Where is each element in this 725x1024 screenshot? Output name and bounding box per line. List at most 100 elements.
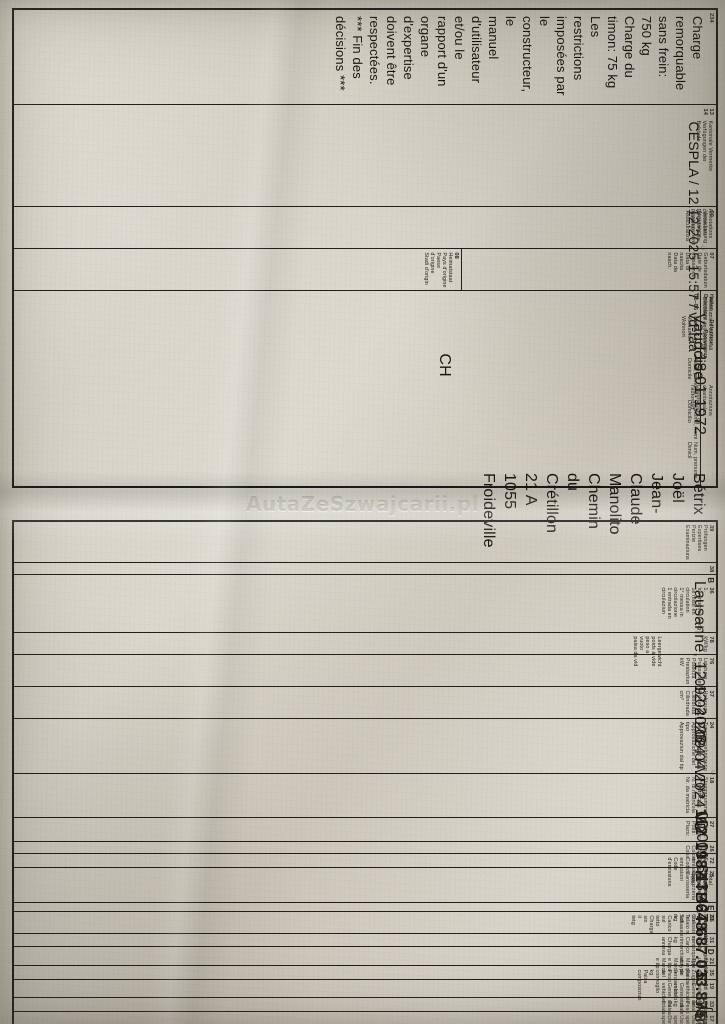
label-pruefungen: Prüfungen xyxy=(702,525,708,551)
field-number-21: 21 xyxy=(708,957,714,965)
cell-type-approval: 24 Typengenehmigung Réception par type A… xyxy=(13,718,717,1024)
label-farbe: Farbe xyxy=(702,845,708,861)
cell-first-registration: B 36 1. Inverkehrsetzung 1è mise en circ… xyxy=(13,574,717,1024)
label-possessur: Possessur xyxy=(702,329,708,358)
label-domicilio: Domicilio xyxy=(686,399,692,423)
label-cilindrata: Cilindrata xyxy=(690,690,696,715)
label-examinaziuns: Examinaziuns xyxy=(684,525,690,560)
label-expertises: Expertises . xyxy=(696,525,702,555)
label-colore: Colore xyxy=(690,845,696,862)
section-letter-D: D xyxy=(706,948,715,955)
label-peso-vuoto-78: peso a vuoto xyxy=(638,636,650,654)
cell-displacement: 37 Hubraum Cylindrée Cilindrata Cilindra… xyxy=(13,686,717,1001)
unit-cm3: cm³ xyxy=(678,690,684,700)
cell-insurance: 09 Versicherung Assurance Assicurazione … xyxy=(13,206,717,380)
label-posti: Posti: xyxy=(690,820,696,836)
label-diever-spezial: Diever spezial xyxy=(660,1015,672,1024)
label-colur: Colur xyxy=(684,845,690,859)
label-versicherung: Versicherung xyxy=(702,210,708,244)
label-n-matricola: N. di matricola xyxy=(690,776,696,813)
label-dimicil: Dimicil xyxy=(686,441,692,459)
field-number-76: 76 xyxy=(708,657,714,665)
label-fahrgestell-nr: Fahrgestell-Nr. xyxy=(696,914,708,944)
field-number-26: 26 xyxy=(708,845,714,852)
label-assicurazione: Assicurazione xyxy=(690,210,696,246)
cell-chassis: E 23 Fahrgestell-Nr. Châssis no Telaio n… xyxy=(13,902,717,947)
field-number-38: 38 xyxy=(708,565,714,573)
label-potenza: Potenza xyxy=(690,657,696,679)
label-usage-special: Usage spécial xyxy=(684,1015,696,1024)
label-leistung: Leistung xyxy=(702,657,708,680)
cell-power-weight-ratio: 78 kW/kg Leergewicht poids à vide peso a… xyxy=(13,632,717,937)
section-letter-B: B xyxy=(706,577,715,584)
label-approvazione-tipo: Approvazione del tipo xyxy=(684,721,696,766)
label-nom-prenoms: Nom, prénoms xyxy=(692,357,698,395)
label-entrada-circulaziun: 1 entrada en circulaziun xyxy=(660,587,672,619)
field-number-13-14: 13 14 xyxy=(702,108,714,115)
label-couleur: Couleur xyxy=(696,845,702,866)
label-data-nascita: Data di nascita xyxy=(678,252,690,271)
field-number-23: 23 xyxy=(708,914,714,921)
field-number-24: 24 xyxy=(708,721,714,729)
label-cognome-nomi: Cognome, nomi xyxy=(692,399,698,440)
label-carrozzeria: Carrozzeria xyxy=(690,871,696,901)
cell-power: 76 Leistung Puissance Potenza Prestaziun… xyxy=(13,654,717,968)
cell-birthdate: 07 Geburtsdatum Date de naissance Data d… xyxy=(461,249,716,435)
cell-colour: 26 Farbe Couleur Colore Colur blanc xyxy=(13,841,717,1024)
label-uso-speciale: Uso speciale xyxy=(672,1015,684,1024)
label-puissance: Puissance xyxy=(696,657,702,684)
label-pays-origine: Pays d'origine xyxy=(441,252,447,288)
unit-kw: kW xyxy=(678,657,684,666)
label-halter: Halter xyxy=(708,293,714,310)
field-number-234: 234 xyxy=(708,13,714,23)
label-name-vornamen: Name, Vornamen xyxy=(686,315,698,342)
label-gener-vehichel: Gener dal vehichel xyxy=(660,982,672,1008)
label-typengenehmigung: Typengenehmigung xyxy=(702,721,708,771)
label-dash2: – xyxy=(702,323,708,327)
label-plazs: Plazs: xyxy=(684,820,690,837)
label-date-naissance: Date de naissance xyxy=(690,252,702,278)
label-approvaziun-tip: Approvaziun dal tip xyxy=(678,721,684,770)
stray-mark-1: c xyxy=(701,243,705,252)
label-cilindrada: Cilindrada xyxy=(684,690,690,716)
cell-special-usage: 17 Bes. Verwendung Usage spécial Uso spe… xyxy=(13,1011,717,1024)
label-prestaziun: Prestaziun xyxy=(684,657,690,685)
label-carosseria: Carosseria xyxy=(684,871,690,899)
watermark: AutaZeSzwajcarii.pl xyxy=(246,492,479,516)
label-cylindree: Cylindrée xyxy=(696,690,702,715)
label-heimatstaat: Heimatstaat xyxy=(447,252,453,283)
label-genre-vehicule: Genre de véhicule xyxy=(684,982,696,1007)
label-hubraum: Hubraum xyxy=(702,690,708,714)
cell-expertises: 39 Prüfungen Expertises . Perizie Examin… xyxy=(13,521,717,789)
label-data-nasch: Data da nasch. xyxy=(666,252,678,273)
cell-place-date: 38 Lausanne, 12.12.2025 xyxy=(13,562,717,743)
vehicle-table: 39 Prüfungen Expertises . Perizie Examin… xyxy=(12,520,718,1024)
cell-stammnummer: 18 Stammnummer N° matricule N. di matric… xyxy=(13,773,717,1019)
field-number-09: 09 xyxy=(708,210,714,217)
label-kantonale-vermerke: Kantonale Vermerke xyxy=(707,120,713,172)
annotation-234-value: Charge remorquable sans frein: 750 kg Ch… xyxy=(333,16,705,96)
cell-body-type: 25 Karosserie Carrosserie Carrozzeria Ca… xyxy=(13,867,717,1024)
label-art-fahrzeugs: Art des Fahrzeugs xyxy=(696,982,708,1010)
label-stammnummer: Stammnummer xyxy=(702,776,708,815)
cell-make-type: D 21 Marke und Typ Marque et type Marca … xyxy=(13,946,717,980)
field-number-25: 25 xyxy=(708,871,714,878)
label-detentore: Detentore xyxy=(702,293,708,321)
label-schassis-nr: Schassis nr. xyxy=(672,914,684,937)
field-number-17: 17 xyxy=(708,1015,714,1022)
label-telaio-n: Telaio n. xyxy=(684,914,690,936)
section-letter-E: E xyxy=(706,905,715,911)
label-dash1: – xyxy=(708,313,714,317)
label-nr-matricla: Nr. da matricla xyxy=(684,776,690,814)
label-marque-type: Marque et type xyxy=(678,957,690,977)
field-number-36: 36 xyxy=(708,587,714,594)
label-detenteur: Détenteur xyxy=(708,319,714,346)
cell-cantonal-notes: 13 14 Kantonale Vermerke Verfügungen der… xyxy=(13,104,717,424)
label-genere-veicolo: Genere di veicolo xyxy=(672,982,684,1008)
owner-table: 234 Charge remorquable sans frein: 750 k… xyxy=(12,8,718,922)
field-number-78: 78 xyxy=(708,636,714,643)
unit-kw-kg: kW/kg xyxy=(702,636,708,652)
label-perizie: Perizie xyxy=(690,525,696,543)
field-number-39: 39 xyxy=(708,525,714,532)
label-carrosserie: Carrosserie xyxy=(696,871,702,901)
